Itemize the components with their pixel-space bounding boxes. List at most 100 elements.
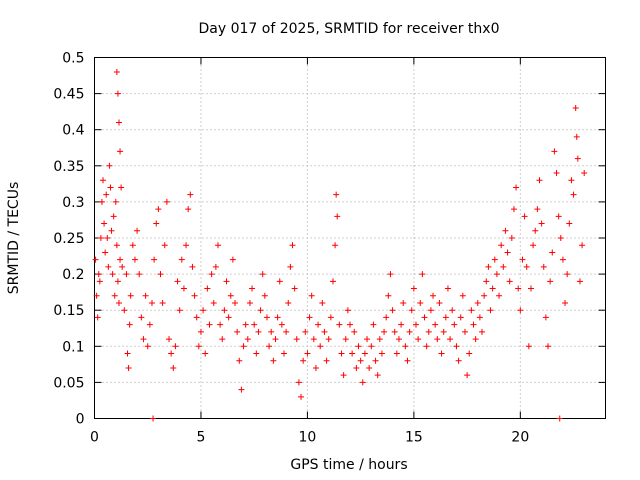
data-point: [94, 314, 101, 321]
data-point: [298, 393, 305, 400]
data-point: [523, 263, 530, 270]
data-point: [474, 299, 481, 306]
data-point: [453, 343, 460, 350]
data-point: [389, 307, 396, 314]
data-point: [434, 336, 441, 343]
y-tick-label: 0.3: [62, 195, 84, 211]
data-point: [155, 206, 162, 213]
data-point: [349, 350, 356, 357]
data-point: [121, 307, 128, 314]
data-point: [510, 206, 517, 213]
data-point: [517, 307, 524, 314]
data-point: [212, 263, 219, 270]
data-point: [387, 271, 394, 278]
data-point: [114, 278, 121, 285]
data-point: [430, 292, 437, 299]
data-point: [408, 307, 415, 314]
data-point: [425, 328, 432, 335]
data-point: [117, 148, 124, 155]
data-point: [246, 299, 253, 306]
y-tick-label: 0.15: [53, 303, 84, 319]
data-point: [351, 328, 358, 335]
data-point: [208, 271, 215, 278]
data-point: [479, 328, 486, 335]
data-point: [547, 278, 554, 285]
data-point: [368, 343, 375, 350]
data-point: [236, 357, 243, 364]
data-point: [476, 314, 483, 321]
data-point: [340, 372, 347, 379]
data-point: [191, 292, 198, 299]
data-point: [493, 271, 500, 278]
data-point: [257, 307, 264, 314]
data-point: [415, 336, 422, 343]
data-point: [302, 328, 309, 335]
data-point: [280, 350, 287, 357]
data-point: [136, 271, 143, 278]
data-point: [210, 299, 217, 306]
data-point: [398, 321, 405, 328]
data-point: [117, 256, 124, 263]
y-tick-label: 0.5: [62, 51, 84, 67]
data-point: [534, 206, 541, 213]
data-point: [172, 343, 179, 350]
data-point: [417, 299, 424, 306]
data-point: [150, 415, 157, 422]
data-point: [153, 220, 160, 227]
y-tick-label: 0.05: [53, 375, 84, 391]
data-point: [103, 191, 110, 198]
data-point: [148, 299, 155, 306]
data-point: [161, 242, 168, 249]
data-point: [545, 343, 552, 350]
y-tick-label: 0.2: [62, 267, 84, 283]
data-point: [259, 271, 266, 278]
data-point: [168, 350, 175, 357]
data-point: [500, 263, 507, 270]
data-point: [234, 328, 241, 335]
data-point: [108, 227, 115, 234]
data-point: [338, 350, 345, 357]
data-point: [489, 285, 496, 292]
data-point: [101, 220, 108, 227]
data-point: [502, 227, 509, 234]
data-point: [395, 336, 402, 343]
data-point: [227, 292, 234, 299]
data-point: [285, 299, 292, 306]
data-point: [572, 105, 579, 112]
data-point: [504, 249, 511, 256]
data-point: [438, 350, 445, 357]
data-point: [312, 364, 319, 371]
data-point: [574, 155, 581, 162]
data-point: [496, 292, 503, 299]
data-point: [525, 343, 532, 350]
data-point: [315, 321, 322, 328]
data-point: [138, 314, 145, 321]
data-point: [549, 249, 556, 256]
data-point: [487, 307, 494, 314]
data-point: [364, 336, 371, 343]
data-point: [406, 328, 413, 335]
data-point: [187, 191, 194, 198]
data-point: [413, 321, 420, 328]
data-point: [206, 321, 213, 328]
data-point: [189, 263, 196, 270]
data-point: [123, 271, 130, 278]
data-point: [553, 170, 560, 177]
data-point: [353, 364, 360, 371]
data-point: [317, 343, 324, 350]
data-point: [361, 350, 368, 357]
data-point: [400, 299, 407, 306]
data-point: [93, 292, 100, 299]
data-point: [255, 328, 262, 335]
data-point: [180, 285, 187, 292]
data-point: [242, 321, 249, 328]
data-point: [347, 321, 353, 328]
data-point: [464, 372, 471, 379]
data-point: [261, 292, 268, 299]
data-point: [166, 336, 173, 343]
data-point: [270, 357, 277, 364]
data-point: [419, 271, 426, 278]
data-point: [185, 206, 192, 213]
data-point: [113, 68, 120, 75]
data-point: [125, 364, 132, 371]
